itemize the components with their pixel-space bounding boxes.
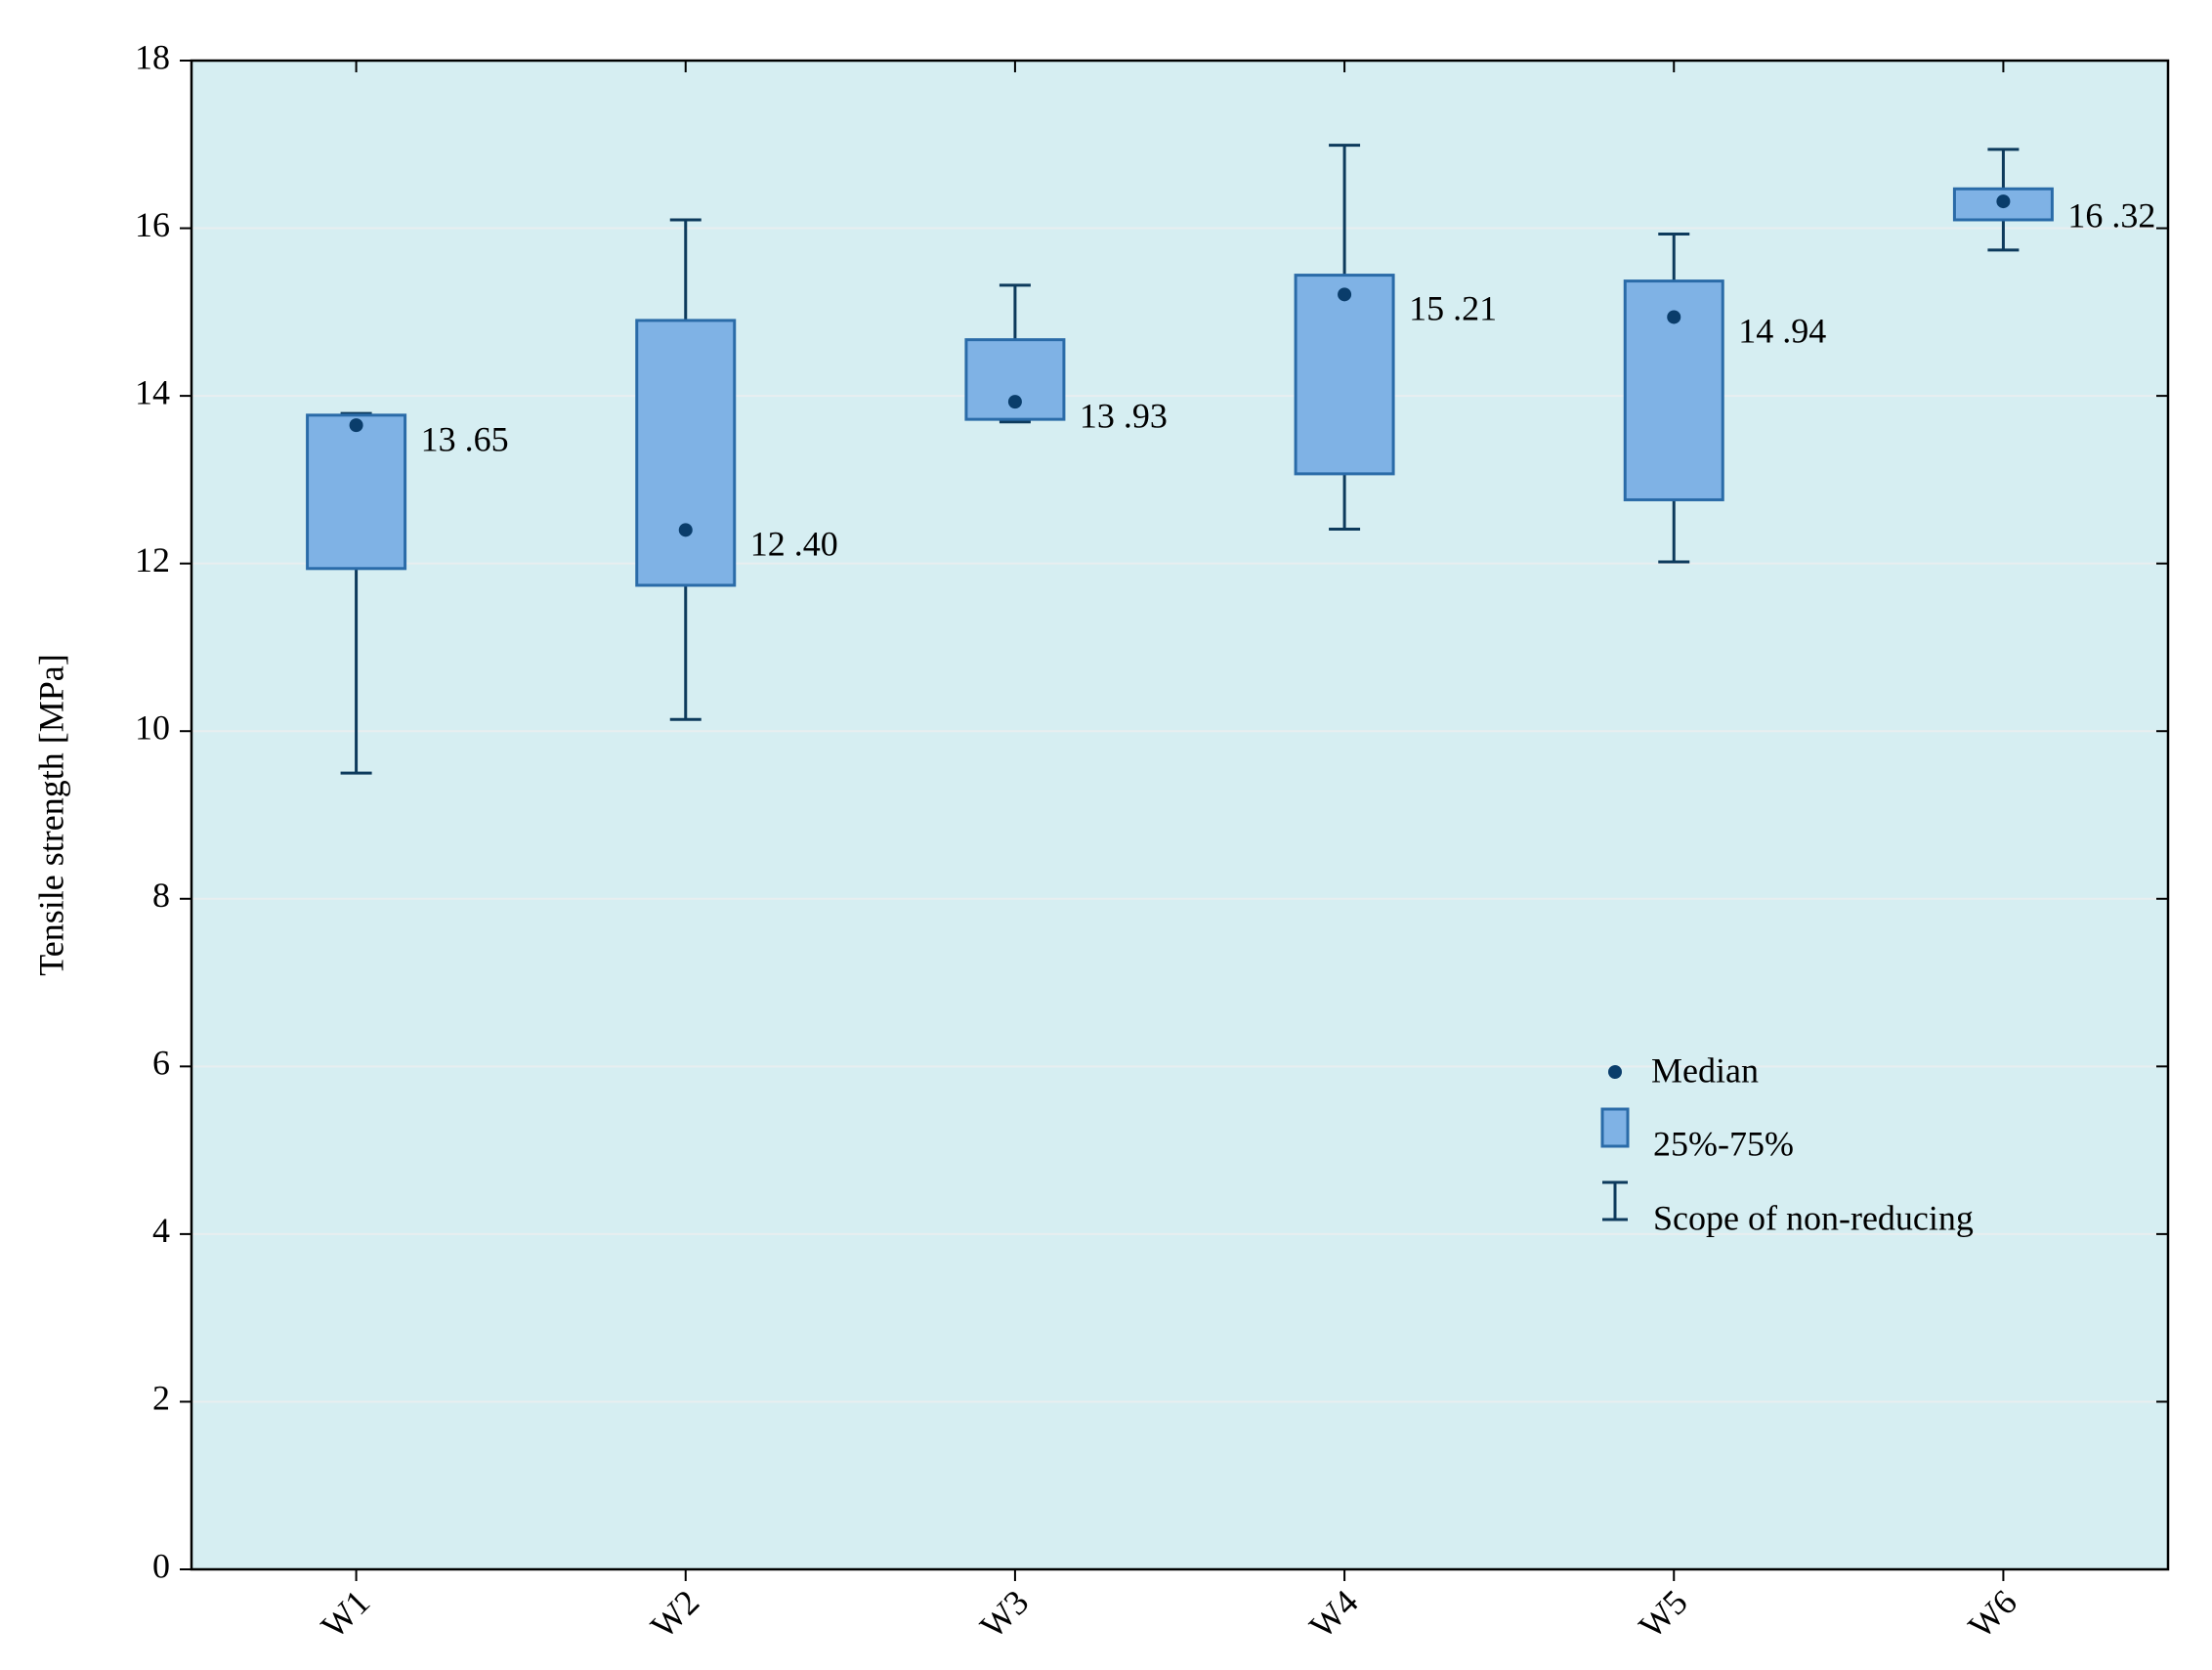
median-label: 14 .94 — [1738, 312, 1826, 351]
y-tick-label: 6 — [152, 1044, 170, 1083]
median-dot — [1667, 310, 1681, 324]
x-tick-label: W5 — [1632, 1582, 1695, 1646]
median-label: 13 .93 — [1080, 396, 1168, 435]
legend-label: Median — [1651, 1050, 1759, 1090]
legend-box-marker — [1600, 1107, 1630, 1148]
box — [635, 319, 737, 587]
plot-background — [191, 61, 2168, 1569]
x-tick-label: W6 — [1961, 1582, 2024, 1646]
y-tick-label: 8 — [152, 876, 170, 915]
y-tick-label: 2 — [152, 1379, 170, 1418]
y-tick-label: 18 — [135, 37, 170, 76]
y-tick-label: 4 — [152, 1211, 170, 1250]
plot-frame — [190, 59, 2170, 1571]
x-tick-label: W2 — [643, 1582, 706, 1646]
median-dot — [1007, 395, 1022, 409]
x-tick-label: W3 — [972, 1582, 1036, 1646]
legend-median-marker — [1608, 1065, 1622, 1079]
legend-label: Scope of non-reducing — [1653, 1198, 1974, 1237]
y-tick-label: 10 — [135, 707, 170, 747]
median-dot — [349, 418, 363, 433]
median-dot — [1996, 194, 2011, 209]
x-tick-label: W1 — [314, 1582, 377, 1646]
median-label: 15 .21 — [1409, 289, 1497, 328]
y-tick-label: 12 — [135, 540, 170, 579]
box — [306, 413, 407, 571]
legend-label: 25%-75% — [1653, 1124, 1794, 1163]
median-dot — [1338, 287, 1352, 302]
median-dot — [678, 523, 693, 537]
box — [1952, 187, 2054, 222]
x-tick-label: W4 — [1302, 1582, 1366, 1646]
median-label: 16 .32 — [2067, 195, 2155, 235]
y-tick-label: 0 — [152, 1546, 170, 1585]
box — [1294, 274, 1395, 476]
median-label: 13 .65 — [421, 419, 509, 458]
y-axis-label: Tensile strength [MPa] — [31, 654, 70, 975]
y-tick-label: 16 — [135, 205, 170, 244]
median-label: 12 .40 — [750, 525, 838, 564]
y-tick-label: 14 — [135, 372, 170, 411]
